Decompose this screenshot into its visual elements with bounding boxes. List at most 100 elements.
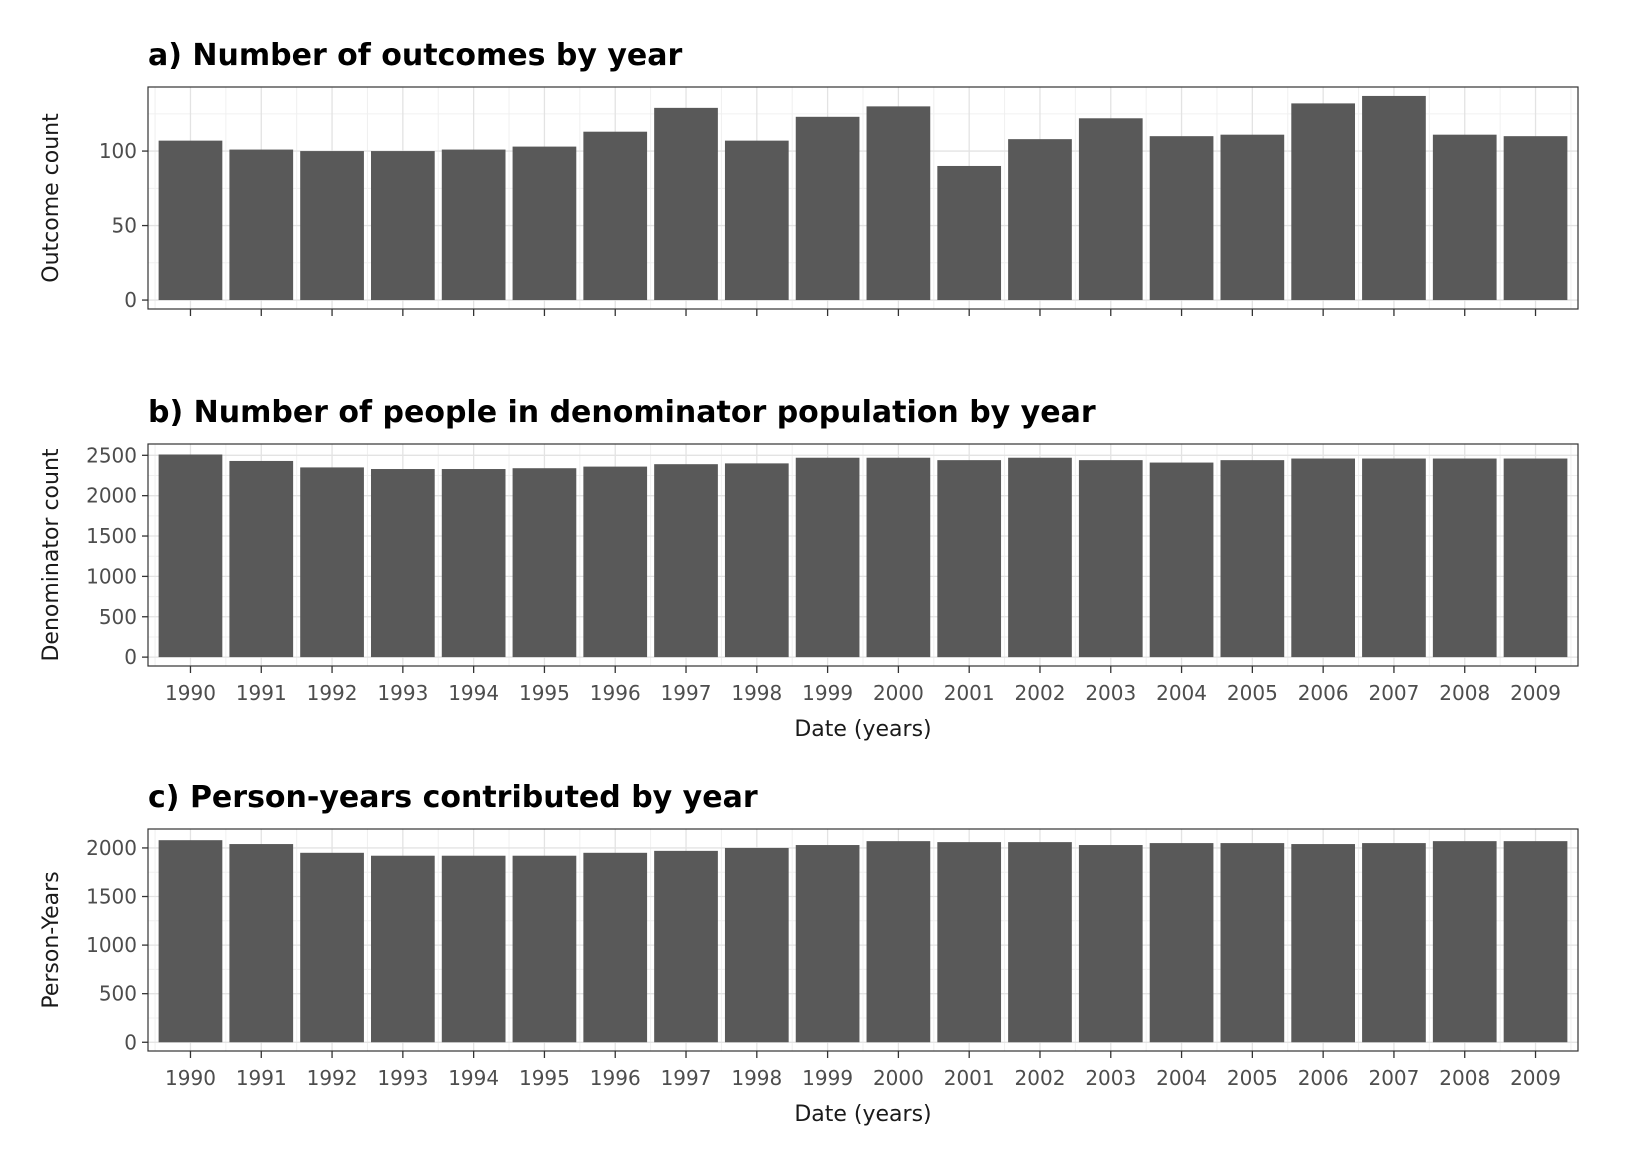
x-axis: 1990 1991 1992 1993 1994 1995 1996 1997 1998 1999… [165, 666, 1561, 705]
x-tick-label: 1994 [448, 681, 499, 705]
x-tick-label: 2001 [944, 681, 995, 705]
x-tick-label: 2008 [1439, 1066, 1490, 1090]
bar-2005 [1220, 134, 1285, 301]
panel-title: b) Number of people in denominator popul… [148, 395, 1096, 430]
bar-1992 [300, 151, 364, 301]
bar-1998 [724, 847, 789, 1043]
bar-1990 [158, 454, 223, 658]
bar-2008 [1432, 841, 1497, 1043]
bar-2003 [1078, 118, 1143, 301]
bar-1995 [512, 855, 577, 1043]
bar-2003 [1078, 845, 1143, 1043]
x-tick-label: 1996 [590, 1066, 641, 1090]
bar-2002 [1008, 139, 1072, 301]
bar-2006 [1291, 458, 1356, 658]
x-tick-label: 2007 [1368, 681, 1419, 705]
bar-1996 [583, 466, 648, 658]
y-tick-label: 100 [99, 139, 137, 163]
bar-2009 [1503, 458, 1568, 658]
bar-2000 [866, 106, 931, 301]
y-tick-label: 1500 [86, 885, 137, 909]
panel-2: 0 500 1000 1500 2000 2500 1990 1991 1992 1993 1994… [39, 395, 1579, 742]
x-tick-label: 1993 [377, 1066, 428, 1090]
bar-1991 [229, 844, 294, 1043]
x-tick-label: 2003 [1085, 1066, 1136, 1090]
x-tick-label: 1992 [307, 1066, 358, 1090]
y-tick-label: 0 [124, 645, 137, 669]
bar-1998 [724, 463, 789, 658]
bar-1993 [370, 469, 435, 658]
x-tick-label: 2005 [1227, 1066, 1278, 1090]
y-axis-title: Outcome count [39, 113, 64, 283]
bar-2002 [1008, 842, 1072, 1043]
bar-2006 [1291, 844, 1356, 1043]
x-tick-label: 1990 [165, 681, 216, 705]
bar-1991 [229, 460, 294, 658]
bar-2005 [1220, 843, 1285, 1043]
x-tick-label: 2003 [1085, 681, 1136, 705]
panel-border [147, 443, 1579, 667]
x-tick-label: 1995 [519, 1066, 570, 1090]
x-tick-label: 1994 [448, 1066, 499, 1090]
bar-2000 [866, 841, 931, 1043]
x-axis [189, 309, 1537, 316]
x-axis: 1990 1991 1992 1993 1994 1995 1996 1997 1998 1999… [165, 1051, 1561, 1090]
bar-2008 [1432, 134, 1497, 301]
x-tick-label: 2009 [1510, 1066, 1561, 1090]
x-tick-label: 2002 [1015, 681, 1066, 705]
y-axis: 0 500 1000 1500 2000 [86, 836, 148, 1054]
panel-title: a) Number of outcomes by year [148, 38, 683, 73]
bar-1998 [724, 140, 789, 301]
bar-1999 [795, 116, 860, 301]
x-tick-label: 2006 [1298, 1066, 1349, 1090]
bar-2004 [1149, 843, 1214, 1043]
bars [158, 840, 1568, 1043]
bar-1992 [300, 467, 364, 658]
bars [158, 95, 1568, 301]
bar-1995 [512, 146, 577, 301]
x-tick-label: 1992 [307, 681, 358, 705]
x-tick-label: 2000 [873, 1066, 924, 1090]
x-tick-label: 1998 [731, 1066, 782, 1090]
bar-1990 [158, 840, 223, 1043]
x-tick-label: 1999 [802, 1066, 853, 1090]
x-tick-label: 2009 [1510, 681, 1561, 705]
x-tick-label: 1993 [377, 681, 428, 705]
y-tick-label: 2500 [86, 443, 137, 467]
bar-2001 [937, 460, 1002, 658]
bar-2001 [937, 165, 1002, 301]
x-tick-label: 1991 [236, 681, 287, 705]
bar-2003 [1078, 460, 1143, 658]
bar-1994 [441, 469, 506, 658]
y-tick-label: 1500 [86, 524, 137, 548]
y-axis: 0 50 100 [99, 139, 148, 312]
bar-2001 [937, 842, 1002, 1043]
bar-1994 [441, 149, 506, 301]
bar-1996 [583, 131, 648, 301]
bar-2007 [1362, 843, 1426, 1043]
x-tick-label: 2005 [1227, 681, 1278, 705]
bar-2008 [1432, 458, 1497, 658]
x-tick-label: 2004 [1156, 1066, 1207, 1090]
bar-1996 [583, 852, 648, 1043]
x-tick-label: 2001 [944, 1066, 995, 1090]
panel-1: 0 50 100 Outcome count a) Number of outcomes… [39, 38, 1579, 316]
y-tick-label: 0 [124, 288, 137, 312]
x-tick-label: 2000 [873, 681, 924, 705]
bar-1992 [300, 852, 364, 1043]
bar-1997 [654, 107, 718, 301]
panel-3: 0 500 1000 1500 2000 1990 1991 1992 1993 1994 1995… [39, 780, 1579, 1127]
x-tick-label: 2004 [1156, 681, 1207, 705]
bar-2004 [1149, 136, 1214, 301]
y-tick-label: 500 [99, 982, 137, 1006]
bar-1999 [795, 845, 860, 1043]
bar-1999 [795, 457, 860, 658]
x-axis-title: Date (years) [794, 717, 931, 742]
x-tick-label: 1999 [802, 681, 853, 705]
bars [158, 454, 1568, 658]
y-tick-label: 50 [112, 214, 137, 238]
bar-2006 [1291, 103, 1356, 301]
bar-2004 [1149, 462, 1214, 658]
panel-border [147, 86, 1579, 310]
